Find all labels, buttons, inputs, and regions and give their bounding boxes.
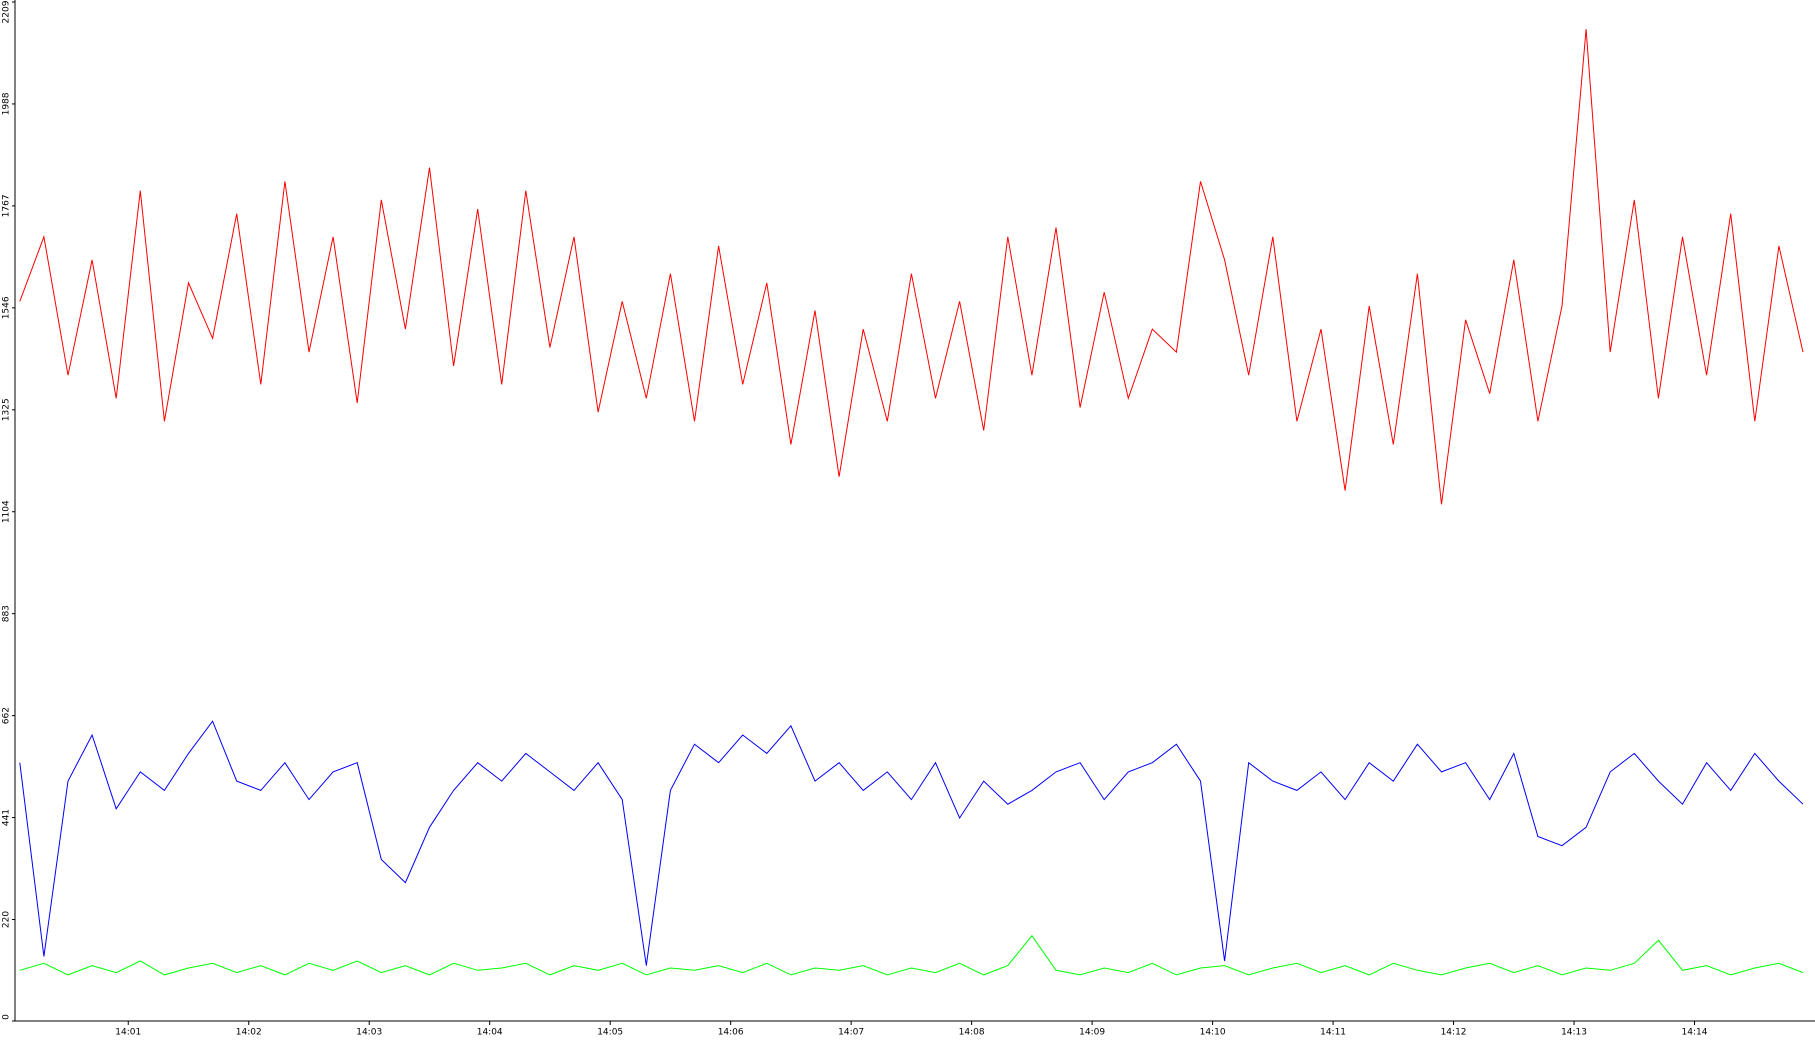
y-tick-label: 220 bbox=[2, 911, 12, 928]
y-tick-label: 1325 bbox=[2, 398, 12, 421]
x-tick-label: 14:06 bbox=[718, 1028, 744, 1038]
x-tick-label: 14:08 bbox=[959, 1028, 985, 1038]
series-line bbox=[19, 29, 1804, 505]
series-line bbox=[19, 720, 1804, 966]
x-tick-label: 14:07 bbox=[838, 1028, 864, 1038]
series-line bbox=[19, 934, 1804, 976]
y-tick-label: 1104 bbox=[2, 500, 12, 523]
y-tick-label: 662 bbox=[2, 707, 12, 724]
x-tick-label: 14:12 bbox=[1441, 1028, 1467, 1038]
y-tick-label: 1988 bbox=[2, 92, 12, 115]
x-tick-label: 14:05 bbox=[597, 1028, 623, 1038]
y-tick-label: 0 bbox=[2, 1014, 12, 1020]
x-tick-label: 14:11 bbox=[1320, 1028, 1346, 1038]
x-tick-label: 14:09 bbox=[1079, 1028, 1105, 1038]
x-tick-label: 14:14 bbox=[1682, 1028, 1708, 1038]
y-tick-label: 1546 bbox=[2, 296, 12, 319]
x-tick-label: 14:04 bbox=[477, 1028, 503, 1038]
x-tick-label: 14:13 bbox=[1561, 1028, 1587, 1038]
y-tick-label: 1767 bbox=[2, 194, 12, 217]
x-tick-label: 14:02 bbox=[236, 1028, 262, 1038]
x-tick-label: 14:03 bbox=[356, 1028, 382, 1038]
y-tick-label: 883 bbox=[2, 605, 12, 622]
x-tick-label: 14:10 bbox=[1200, 1028, 1226, 1038]
x-tick-label: 14:01 bbox=[115, 1028, 141, 1038]
y-tick-label: 2209 bbox=[2, 0, 12, 23]
y-tick-label: 441 bbox=[2, 809, 12, 826]
